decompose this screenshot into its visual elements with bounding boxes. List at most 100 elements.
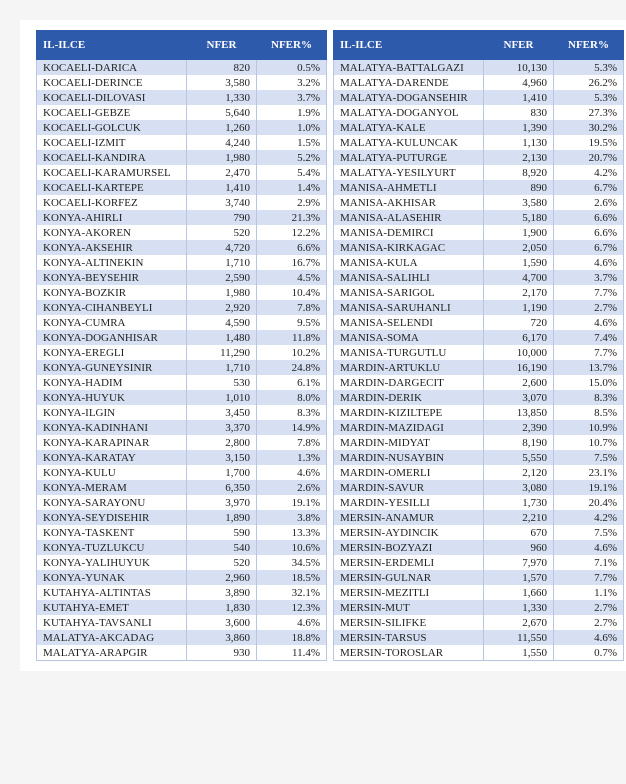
cell-nferpct: 6.7% xyxy=(554,180,624,195)
cell-nfer: 2,170 xyxy=(484,285,554,300)
cell-nferpct: 30.2% xyxy=(554,120,624,135)
cell-ililce: KONYA-DOGANHISAR xyxy=(37,330,187,345)
cell-nfer: 1,900 xyxy=(484,225,554,240)
table-row: MERSIN-MUT1,3302.7% xyxy=(334,600,624,615)
cell-nfer: 1,570 xyxy=(484,570,554,585)
cell-nfer: 3,150 xyxy=(187,450,257,465)
cell-ililce: KOCAELI-GOLCUK xyxy=(37,120,187,135)
table-row: KONYA-ILGIN3,4508.3% xyxy=(37,405,327,420)
table-row: KONYA-SARAYONU3,97019.1% xyxy=(37,495,327,510)
cell-nfer: 1,980 xyxy=(187,150,257,165)
table-row: MERSIN-BOZYAZI9604.6% xyxy=(334,540,624,555)
cell-nferpct: 3.2% xyxy=(257,75,327,90)
cell-nfer: 960 xyxy=(484,540,554,555)
table-row: MANISA-KIRKAGAC2,0506.7% xyxy=(334,240,624,255)
cell-nfer: 4,960 xyxy=(484,75,554,90)
table-row: MANISA-ALASEHIR5,1806.6% xyxy=(334,210,624,225)
cell-ililce: KONYA-HADIM xyxy=(37,375,187,390)
cell-ililce: MANISA-AKHISAR xyxy=(334,195,484,210)
table-row: KONYA-GUNEYSINIR1,71024.8% xyxy=(37,360,327,375)
cell-nferpct: 4.6% xyxy=(257,615,327,630)
header-nferpct: NFER% xyxy=(257,31,327,60)
table-row: KOCAELI-DILOVASI1,3303.7% xyxy=(37,90,327,105)
cell-ililce: KONYA-KULU xyxy=(37,465,187,480)
cell-nferpct: 24.8% xyxy=(257,360,327,375)
cell-nferpct: 7.7% xyxy=(554,570,624,585)
cell-nferpct: 2.6% xyxy=(554,195,624,210)
table-row: KONYA-YALIHUYUK52034.5% xyxy=(37,555,327,570)
table-row: KOCAELI-DARICA8200.5% xyxy=(37,60,327,76)
cell-nferpct: 1.1% xyxy=(554,585,624,600)
cell-ililce: KOCAELI-IZMIT xyxy=(37,135,187,150)
cell-ililce: MALATYA-YESILYURT xyxy=(334,165,484,180)
cell-nfer: 8,920 xyxy=(484,165,554,180)
cell-nferpct: 10.7% xyxy=(554,435,624,450)
cell-nfer: 1,830 xyxy=(187,600,257,615)
cell-nferpct: 1.0% xyxy=(257,120,327,135)
table-row: KONYA-TASKENT59013.3% xyxy=(37,525,327,540)
cell-ililce: MARDIN-DERIK xyxy=(334,390,484,405)
cell-nfer: 1,260 xyxy=(187,120,257,135)
cell-nferpct: 20.7% xyxy=(554,150,624,165)
cell-nferpct: 8.3% xyxy=(257,405,327,420)
cell-nferpct: 4.2% xyxy=(554,165,624,180)
table-row: KONYA-YUNAK2,96018.5% xyxy=(37,570,327,585)
cell-nfer: 4,700 xyxy=(484,270,554,285)
cell-nferpct: 1.3% xyxy=(257,450,327,465)
cell-ililce: KONYA-KARATAY xyxy=(37,450,187,465)
table-row: MERSIN-MEZITLI1,6601.1% xyxy=(334,585,624,600)
cell-nferpct: 8.0% xyxy=(257,390,327,405)
table-row: MERSIN-TARSUS11,5504.6% xyxy=(334,630,624,645)
table-row: KONYA-BEYSEHIR2,5904.5% xyxy=(37,270,327,285)
cell-ililce: MANISA-SELENDI xyxy=(334,315,484,330)
cell-ililce: MANISA-ALASEHIR xyxy=(334,210,484,225)
cell-nferpct: 7.7% xyxy=(554,285,624,300)
cell-nfer: 3,070 xyxy=(484,390,554,405)
cell-nferpct: 13.7% xyxy=(554,360,624,375)
cell-nfer: 520 xyxy=(187,225,257,240)
table-row: KOCAELI-DERINCE3,5803.2% xyxy=(37,75,327,90)
cell-ililce: KONYA-BEYSEHIR xyxy=(37,270,187,285)
cell-ililce: KOCAELI-GEBZE xyxy=(37,105,187,120)
cell-nfer: 720 xyxy=(484,315,554,330)
cell-nferpct: 11.8% xyxy=(257,330,327,345)
table-row: MALATYA-KALE1,39030.2% xyxy=(334,120,624,135)
cell-ililce: MANISA-KULA xyxy=(334,255,484,270)
table-row: KOCAELI-GEBZE5,6401.9% xyxy=(37,105,327,120)
table-row: KOCAELI-KORFEZ3,7402.9% xyxy=(37,195,327,210)
header-row: IL-ILCE NFER NFER% xyxy=(37,31,327,60)
cell-ililce: KUTAHYA-TAVSANLI xyxy=(37,615,187,630)
table-row: MANISA-SARIGOL2,1707.7% xyxy=(334,285,624,300)
cell-ililce: KONYA-YALIHUYUK xyxy=(37,555,187,570)
header-nfer: NFER xyxy=(187,31,257,60)
cell-ililce: MANISA-DEMIRCI xyxy=(334,225,484,240)
table-row: KONYA-HADIM5306.1% xyxy=(37,375,327,390)
cell-nferpct: 4.6% xyxy=(554,540,624,555)
table-row: MARDIN-NUSAYBIN5,5507.5% xyxy=(334,450,624,465)
cell-nferpct: 7.1% xyxy=(554,555,624,570)
cell-nfer: 830 xyxy=(484,105,554,120)
cell-nferpct: 6.7% xyxy=(554,240,624,255)
cell-ililce: KUTAHYA-EMET xyxy=(37,600,187,615)
cell-nfer: 930 xyxy=(187,645,257,661)
cell-ililce: MARDIN-ARTUKLU xyxy=(334,360,484,375)
cell-nferpct: 5.3% xyxy=(554,60,624,76)
table-row: MALATYA-DOGANYOL83027.3% xyxy=(334,105,624,120)
cell-nfer: 4,240 xyxy=(187,135,257,150)
cell-ililce: KONYA-SEYDISEHIR xyxy=(37,510,187,525)
cell-nferpct: 4.6% xyxy=(554,255,624,270)
cell-nfer: 1,890 xyxy=(187,510,257,525)
table-row: MERSIN-ERDEMLI7,9707.1% xyxy=(334,555,624,570)
cell-ililce: MARDIN-SAVUR xyxy=(334,480,484,495)
cell-nfer: 10,130 xyxy=(484,60,554,76)
cell-ililce: KONYA-MERAM xyxy=(37,480,187,495)
table-row: KONYA-DOGANHISAR1,48011.8% xyxy=(37,330,327,345)
table-row: MANISA-DEMIRCI1,9006.6% xyxy=(334,225,624,240)
cell-ililce: MARDIN-KIZILTEPE xyxy=(334,405,484,420)
cell-nfer: 540 xyxy=(187,540,257,555)
table-row: MALATYA-BATTALGAZI10,1305.3% xyxy=(334,60,624,76)
cell-nferpct: 7.5% xyxy=(554,525,624,540)
table-row: MERSIN-ANAMUR2,2104.2% xyxy=(334,510,624,525)
cell-nferpct: 2.7% xyxy=(554,600,624,615)
cell-ililce: MALATYA-AKCADAG xyxy=(37,630,187,645)
